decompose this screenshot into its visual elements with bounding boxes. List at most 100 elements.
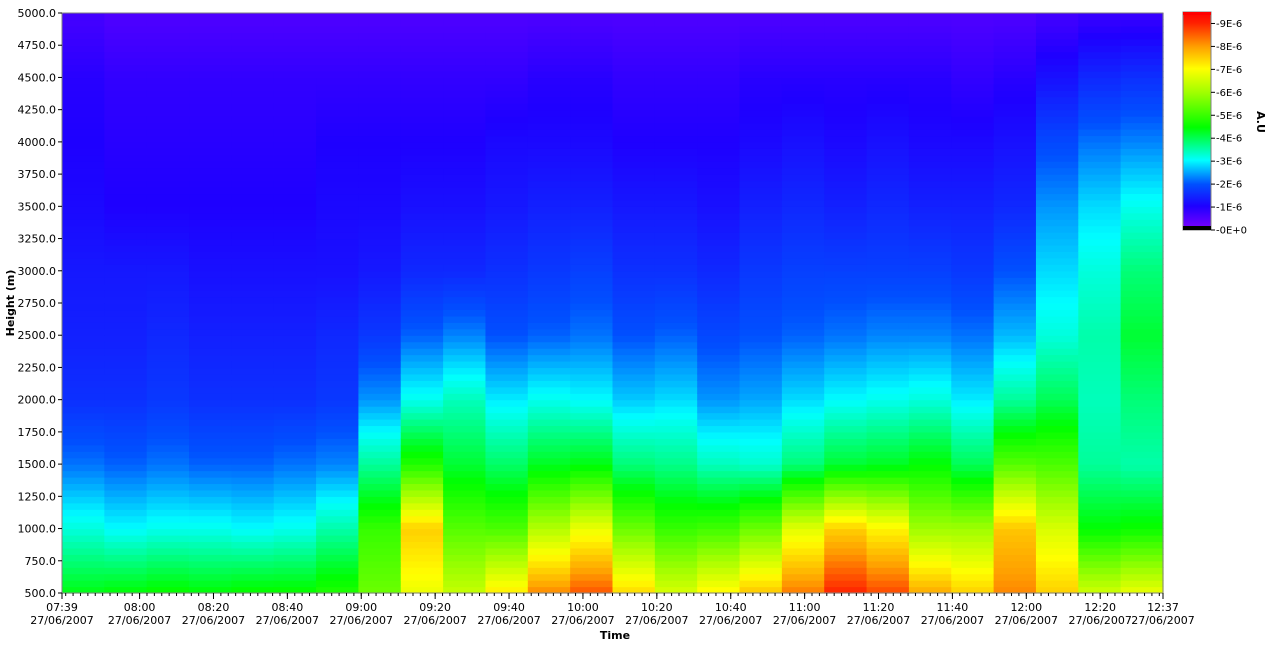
heatmap-cell xyxy=(612,277,656,285)
heatmap-cell xyxy=(1078,90,1122,98)
heatmap-cell xyxy=(951,167,995,175)
heatmap-cell xyxy=(273,38,317,46)
heatmap-cell xyxy=(951,483,995,491)
heatmap-cell xyxy=(951,335,995,343)
heatmap-cell xyxy=(273,199,317,207)
heatmap-cell xyxy=(1035,38,1079,46)
heatmap-cell xyxy=(824,245,868,253)
heatmap-cell xyxy=(146,406,190,414)
heatmap-cell xyxy=(824,373,868,381)
heatmap-cell xyxy=(654,386,698,394)
heatmap-cell xyxy=(104,502,148,510)
heatmap-cell xyxy=(316,13,360,21)
heatmap-cell xyxy=(993,283,1037,291)
heatmap-cell xyxy=(1035,122,1079,130)
heatmap-cell xyxy=(654,412,698,420)
heatmap-cell xyxy=(527,161,571,169)
heatmap-cell xyxy=(654,212,698,220)
heatmap-cell xyxy=(1035,554,1079,562)
heatmap-cell xyxy=(781,167,825,175)
heatmap-cell xyxy=(146,328,190,336)
heatmap-cell xyxy=(612,554,656,562)
heatmap-cell xyxy=(654,270,698,278)
heatmap-cell xyxy=(400,419,444,427)
heatmap-cell xyxy=(1120,180,1164,188)
heatmap-cell xyxy=(1120,438,1164,446)
heatmap-cell xyxy=(951,187,995,195)
heatmap-cell xyxy=(104,322,148,330)
heatmap-cell xyxy=(1035,257,1079,265)
heatmap-cell xyxy=(781,393,825,401)
x-tick-label: 12:00 xyxy=(1010,601,1042,614)
heatmap-cell xyxy=(189,431,232,439)
heatmap-cell xyxy=(951,309,995,317)
heatmap-cell xyxy=(62,586,105,594)
heatmap-cell xyxy=(866,335,910,343)
heatmap-cell xyxy=(231,122,275,130)
heatmap-cell xyxy=(146,19,190,27)
y-tick-label: 3750.0 xyxy=(18,168,57,181)
heatmap-cell xyxy=(739,13,783,21)
heatmap-cell xyxy=(358,122,402,130)
heatmap-cell xyxy=(189,270,232,278)
heatmap-cell xyxy=(189,502,232,510)
heatmap-cell xyxy=(485,335,529,343)
heatmap-cell xyxy=(612,225,656,233)
heatmap-cell xyxy=(146,109,190,117)
heatmap-cell xyxy=(1078,464,1122,472)
heatmap-cell xyxy=(358,315,402,323)
heatmap-cell xyxy=(993,103,1037,111)
heatmap-cell xyxy=(993,328,1037,336)
heatmap-cell xyxy=(189,535,232,543)
heatmap-cell xyxy=(400,515,444,523)
heatmap-cell xyxy=(443,193,487,201)
heatmap-cell xyxy=(824,457,868,465)
heatmap-cell xyxy=(951,38,995,46)
heatmap-cell xyxy=(824,399,868,407)
heatmap-cell xyxy=(612,515,656,523)
heatmap-cell xyxy=(951,554,995,562)
heatmap-cell xyxy=(739,328,783,336)
heatmap-cell xyxy=(570,109,614,117)
heatmap-cell xyxy=(400,25,444,33)
heatmap-cell xyxy=(739,341,783,349)
heatmap-cell xyxy=(62,257,105,265)
heatmap-cell xyxy=(273,270,317,278)
heatmap-cell xyxy=(273,96,317,104)
heatmap-cell xyxy=(485,51,529,59)
heatmap-cell xyxy=(908,367,952,375)
heatmap-cell xyxy=(104,264,148,272)
heatmap-cell xyxy=(993,528,1037,536)
heatmap-cell xyxy=(1078,109,1122,117)
heatmap-cell xyxy=(400,373,444,381)
heatmap-cell xyxy=(62,412,105,420)
heatmap-cell xyxy=(908,264,952,272)
heatmap-cell xyxy=(1035,13,1079,21)
heatmap-cell xyxy=(527,502,571,510)
heatmap-cell xyxy=(697,187,741,195)
heatmap-cell xyxy=(146,399,190,407)
heatmap-cell xyxy=(316,425,360,433)
heatmap-cell xyxy=(781,219,825,227)
heatmap-cell xyxy=(1078,451,1122,459)
heatmap-cell xyxy=(612,586,656,594)
heatmap-cell xyxy=(908,58,952,66)
heatmap-cell xyxy=(1078,348,1122,356)
heatmap-cell xyxy=(612,373,656,381)
heatmap-cell xyxy=(231,535,275,543)
heatmap-cell xyxy=(908,238,952,246)
heatmap-cell xyxy=(358,322,402,330)
heatmap-cell xyxy=(443,180,487,188)
heatmap-cell xyxy=(781,25,825,33)
heatmap-cell xyxy=(739,25,783,33)
colorbar-gradient xyxy=(1182,11,1212,231)
heatmap-cell xyxy=(62,154,105,162)
heatmap-cell xyxy=(654,419,698,427)
heatmap-cell xyxy=(739,38,783,46)
heatmap-cell xyxy=(739,335,783,343)
heatmap-cell xyxy=(908,393,952,401)
heatmap-cell xyxy=(358,180,402,188)
heatmap-cell xyxy=(358,438,402,446)
heatmap-cell xyxy=(485,528,529,536)
heatmap-cell xyxy=(62,335,105,343)
